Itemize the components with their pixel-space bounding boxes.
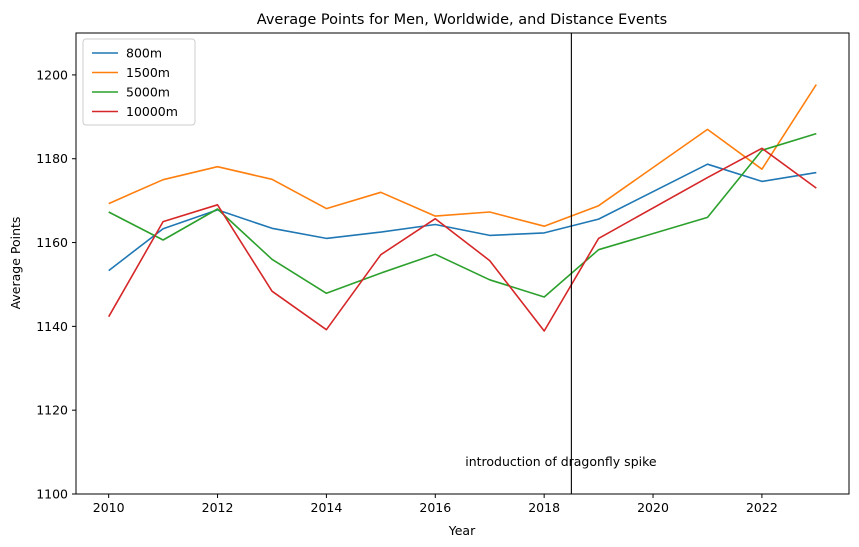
legend-label-10000m: 10000m <box>126 104 178 119</box>
series-line-5000m <box>108 132 817 298</box>
legend-label-5000m: 5000m <box>126 85 170 100</box>
x-tick-label: 2022 <box>746 500 778 515</box>
chart-title: Average Points for Men, Worldwide, and D… <box>257 12 667 28</box>
annotation-text: introduction of dragonfly spike <box>465 454 657 469</box>
y-tick-label: 1160 <box>36 235 68 250</box>
y-tick-label: 1120 <box>36 403 68 418</box>
axis-ticks: 2010 2012 2014 2016 2018 2020 2022 1100 1120 1140… <box>36 67 778 515</box>
x-axis-label: Year <box>448 523 476 538</box>
x-tick-label: 2018 <box>528 500 560 515</box>
legend-label-800m: 800m <box>126 46 162 61</box>
y-tick-label: 1100 <box>36 487 68 502</box>
series-line-800m <box>108 163 817 272</box>
series-lines <box>108 84 817 332</box>
series-line-10000m <box>108 147 817 332</box>
x-tick-label: 2010 <box>93 500 125 515</box>
y-tick-label: 1180 <box>36 151 68 166</box>
legend-label-1500m: 1500m <box>126 65 170 80</box>
x-tick-label: 2012 <box>202 500 234 515</box>
y-tick-label: 1200 <box>36 67 68 82</box>
plot-frame <box>75 32 850 495</box>
y-axis-label: Average Points <box>8 217 23 310</box>
legend-box <box>82 38 196 126</box>
x-tick-label: 2016 <box>419 500 451 515</box>
series-line-1500m <box>108 84 817 227</box>
y-tick-label: 1140 <box>36 319 68 334</box>
legend: 800m 1500m 5000m 10000m <box>82 38 196 126</box>
x-tick-label: 2014 <box>311 500 343 515</box>
x-tick-label: 2020 <box>637 500 669 515</box>
